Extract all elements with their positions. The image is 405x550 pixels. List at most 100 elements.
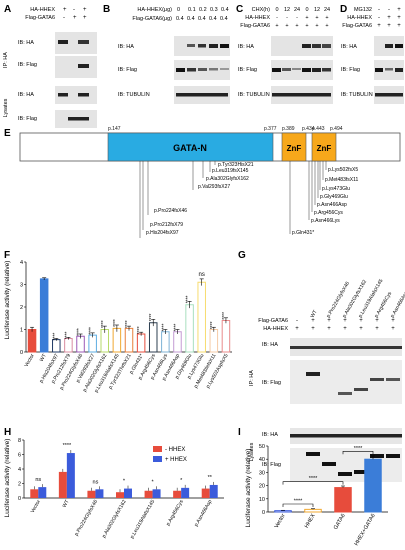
panel-a-letter: A [4,4,11,15]
panel-a-sign: + [73,15,77,21]
sign: + [375,326,379,332]
significance-bracket [342,450,374,455]
legend-label: + HHEX [165,457,187,463]
sign: + [343,326,347,332]
panel-h: H Luciferase activity (relative) 0 2 4 6 8 n… [4,427,224,540]
y-tick-label: 4 [18,467,21,473]
blot-image [55,56,97,78]
mutation-label: p.Met483fsX11 [325,177,358,183]
panel-h-legend: - HHEX + HHEX [153,446,187,463]
blot-band [370,378,384,381]
significance-bracket [282,481,344,485]
blot-band [312,68,321,72]
y-tick-label: 4 [20,260,23,266]
panel-g-flag-label: Flag-GATA6 [258,318,288,324]
significance-mark: **** [294,499,303,505]
panel-c-blot-label: IB: Flag [238,67,257,73]
panel-c: C CHX(h) HA-HHEX Flag-GATA6 0 12 24 0 12… [236,4,333,104]
significance-mark: ns [35,477,41,483]
x-tick-label: HHEX [304,513,317,530]
panel-c-value: + [285,23,288,29]
mutation-label: p.Gly469Glu [320,194,348,200]
panel-b-value: 0.4 [220,16,228,22]
bar [148,322,158,353]
panel-c-value: 0 [275,7,278,13]
bar [274,510,292,513]
bar [116,492,124,498]
blot-band [302,68,311,72]
blot-band [354,388,368,391]
panel-a: A HA-HHEX Flag-GATA6 + - + - + + IP: HA … [3,4,97,128]
mutation-label: p.Gln431* [292,230,314,236]
blot-band [220,68,229,70]
position-label: p.443 [312,126,325,132]
bar [39,278,49,353]
x-tick-label: Vector [24,353,36,369]
sign: - [296,318,298,324]
bar [66,453,75,498]
blot-band [385,44,393,48]
panel-c-value: + [325,23,328,29]
panel-c-value: - [296,15,298,21]
panel-i: I Luciferase activity (relative) 0 10 20 30… [238,427,388,547]
panel-d-sign: - [378,7,380,13]
blot-band [375,68,383,72]
panel-b-value: 0.1 [188,7,196,13]
panel-b-row-label: Flag-GATA6(μg) [132,16,172,22]
mutation-label: p.Lys473Glu [322,186,350,192]
panel-b-row-label: HA-HHEX(μg) [137,7,172,13]
panel-b-value: 0.4 [209,16,217,22]
panel-a-row-flag-gata6: Flag-GATA6 [25,15,55,21]
panel-c-value: + [305,15,308,21]
mutation-label: p.Pro224fsX46 [154,208,187,214]
blot-band [78,117,89,121]
mutation-label: p.Lys502fsX5 [328,167,358,173]
blot-band [68,117,78,121]
position-label: p.389 [282,126,295,132]
blot-band [292,68,301,70]
panel-i-bars: **** **** **** [274,446,382,513]
blot-image [55,32,97,54]
znf-label-2: ZnF [317,144,332,153]
panel-b: B HA-HHEX(μg) Flag-GATA6(μg) 0 0.1 0.2 0… [103,4,230,104]
sign: + [343,318,347,324]
blot-band [78,40,89,44]
bar [209,484,218,498]
significance-mark: **** [161,324,167,332]
panel-d-sign: + [377,23,381,29]
panel-g-blot-label: IB: HA [262,432,278,438]
panel-g-blot-label: IB: Flag [262,380,281,386]
blot-band [198,68,207,71]
znf-domain-1 [281,132,307,162]
bar [152,489,161,498]
bar [197,281,206,353]
sign: + [327,318,331,324]
panel-d-sign: + [387,15,391,21]
bar [161,331,170,353]
panel-g-signs: - + + + + + + + + + + + + + [295,318,395,332]
legend-label: - HHEX [165,447,185,453]
panel-c-letter: C [236,4,243,15]
panel-e-letter: E [4,128,11,139]
znf-domain-2 [311,132,337,162]
panel-c-blot-label: IB: HA [238,44,254,50]
blot-band [290,434,402,438]
significance-mark: **** [125,320,131,328]
bar [304,508,322,513]
panel-i-ylabel: Luciferase activity (relative) [245,449,252,528]
mutation-label: p.Val293fsX27 [198,184,230,190]
mutation-label: p.Arg456Cys [314,210,343,216]
panel-g-letter: G [238,250,246,261]
panel-c-value: 24 [294,7,300,13]
position-label: p.377 [264,126,277,132]
panel-b-value: 0.2 [199,7,207,13]
x-tick-label: Vector [30,499,42,515]
significance-mark: **** [173,324,179,332]
panel-c-row-label: HA-HHEX [245,15,270,21]
panel-g-ha-label: HA-HHEX [263,326,288,332]
x-tick-label: GATA6 [333,513,347,531]
panel-c-value: 12 [314,7,320,13]
panel-h-letter: H [4,427,11,438]
blot-band [290,346,402,349]
